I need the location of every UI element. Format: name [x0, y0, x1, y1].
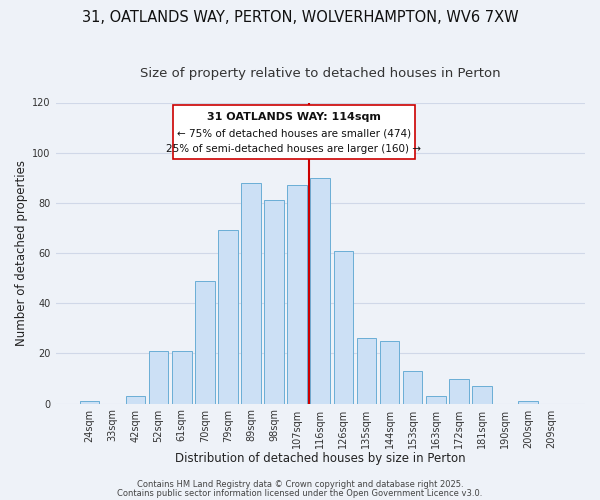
Bar — [356, 338, 376, 404]
FancyBboxPatch shape — [173, 105, 415, 159]
Bar — [449, 378, 469, 404]
Bar — [80, 401, 99, 404]
Bar — [149, 351, 169, 404]
Bar — [403, 371, 422, 404]
Bar — [426, 396, 446, 404]
Bar — [126, 396, 145, 404]
Bar — [287, 186, 307, 404]
Text: Contains public sector information licensed under the Open Government Licence v3: Contains public sector information licen… — [118, 488, 482, 498]
Bar — [172, 351, 191, 404]
Bar — [380, 341, 400, 404]
Bar — [241, 183, 261, 404]
Text: 25% of semi-detached houses are larger (160) →: 25% of semi-detached houses are larger (… — [166, 144, 421, 154]
Title: Size of property relative to detached houses in Perton: Size of property relative to detached ho… — [140, 68, 500, 80]
Bar — [518, 401, 538, 404]
X-axis label: Distribution of detached houses by size in Perton: Distribution of detached houses by size … — [175, 452, 466, 465]
Bar — [472, 386, 491, 404]
Bar — [195, 280, 215, 404]
Bar — [334, 250, 353, 404]
Text: 31, OATLANDS WAY, PERTON, WOLVERHAMPTON, WV6 7XW: 31, OATLANDS WAY, PERTON, WOLVERHAMPTON,… — [82, 10, 518, 25]
Bar — [264, 200, 284, 404]
Bar — [310, 178, 330, 404]
Text: 31 OATLANDS WAY: 114sqm: 31 OATLANDS WAY: 114sqm — [207, 112, 380, 122]
Text: Contains HM Land Registry data © Crown copyright and database right 2025.: Contains HM Land Registry data © Crown c… — [137, 480, 463, 489]
Text: ← 75% of detached houses are smaller (474): ← 75% of detached houses are smaller (47… — [176, 128, 411, 138]
Y-axis label: Number of detached properties: Number of detached properties — [15, 160, 28, 346]
Bar — [218, 230, 238, 404]
